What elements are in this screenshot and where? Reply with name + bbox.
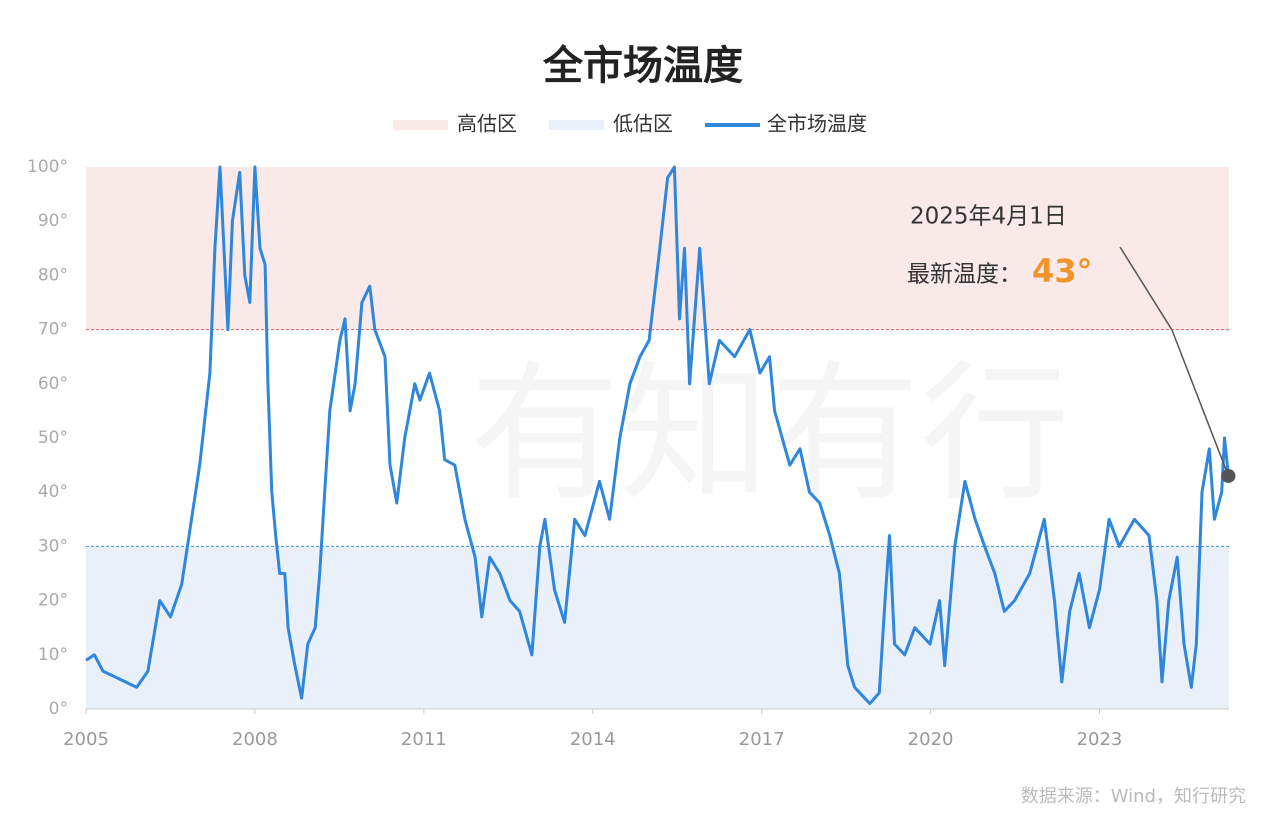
y-tick-label: 50° [38, 428, 68, 448]
y-tick-label: 60° [38, 374, 68, 394]
x-tick-label: 2020 [908, 729, 954, 750]
y-tick-label: 100° [27, 157, 68, 177]
y-tick-label: 80° [38, 265, 68, 285]
y-tick-label: 40° [38, 482, 68, 502]
latest-point [1221, 468, 1236, 483]
legend-label: 高估区 [457, 112, 517, 136]
zone [86, 546, 1229, 709]
y-tick-label: 70° [38, 320, 68, 340]
series-line [85, 165, 1230, 706]
zone [86, 167, 1229, 330]
y-tick-label: 90° [38, 211, 68, 231]
annotation-date: 2025年4月1日 [910, 204, 1067, 230]
annotation-label: 最新温度： [907, 262, 1022, 288]
x-tick-label: 2023 [1077, 729, 1123, 750]
legend-swatch [393, 120, 448, 130]
annotation-leader [1119, 246, 1173, 331]
y-tick-label: 10° [38, 645, 68, 665]
x-tick-label: 2011 [401, 729, 447, 750]
chart-title: 全市场温度 [542, 43, 743, 89]
legend-swatch [549, 120, 604, 130]
x-tick-label: 2017 [739, 729, 785, 750]
x-tick-label: 2008 [232, 729, 278, 750]
x-tick-label: 2014 [570, 729, 616, 750]
y-tick-label: 30° [38, 536, 68, 556]
legend-label: 全市场温度 [767, 112, 867, 136]
y-tick-label: 0° [49, 699, 68, 719]
annotation-leader [1171, 329, 1230, 477]
x-tick-label: 2005 [63, 729, 109, 750]
source: 数据来源：Wind，知行研究 [1021, 786, 1246, 807]
y-tick-label: 20° [38, 591, 68, 611]
legend-label: 低估区 [613, 112, 673, 136]
annotation-value: 43° [1032, 252, 1093, 290]
